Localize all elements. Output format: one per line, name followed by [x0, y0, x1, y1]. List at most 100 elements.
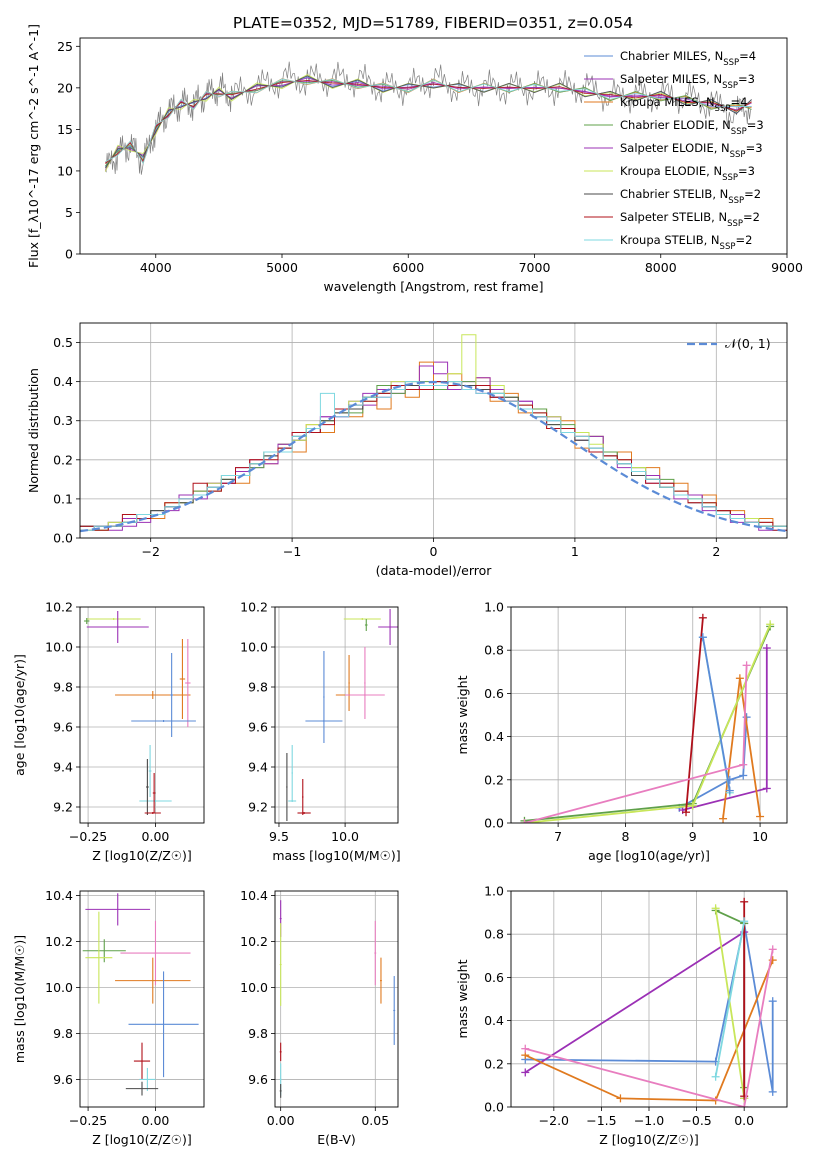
y-tick-label: 10.0 [45, 980, 73, 995]
legend-label: 𝒩(0, 1) [725, 336, 771, 351]
x-axis-label: Z [log10(Z/Z☉)] [599, 1132, 699, 1147]
error-bars [84, 611, 196, 815]
y-tick-label: 10.4 [45, 888, 73, 903]
x-tick-label: 4000 [140, 260, 172, 275]
x-tick-label: 9.5 [269, 829, 289, 844]
x-axis-label: Z [log10(Z/Z☉)] [92, 1132, 192, 1147]
x-tick-label: 8 [621, 829, 629, 844]
y-tick-label: 0.2 [484, 772, 504, 787]
x-tick-label: 1 [571, 544, 579, 559]
error-bars [286, 609, 398, 821]
y-tick-label: 1.0 [484, 600, 504, 615]
x-axis-label: wavelength [Angstrom, rest frame] [323, 279, 543, 294]
axes-frame [510, 606, 788, 824]
x-axis-label: age [log10(age/yr)] [588, 848, 710, 863]
y-tick-label: 9.2 [248, 800, 268, 815]
y-tick-label: 9.2 [53, 800, 73, 815]
legend-nssp: =4 [730, 95, 747, 109]
y-tick-label: 0.8 [484, 643, 504, 658]
x-tick-label: −2 [141, 544, 159, 559]
residual-histogram-plot: −2 −1 0 1 2 0.0 0.1 0.2 0.3 0.4 0.5 (data-model)/er… [26, 322, 788, 578]
weight-line [678, 717, 748, 809]
x-tick-label: 8000 [645, 260, 677, 275]
legend-subscript: SSP [730, 150, 746, 160]
x-tick-label: −0.25 [69, 829, 107, 844]
spectrum-plot: 4000 5000 6000 7000 8000 9000 0 5 10 15 20 25 wavele… [26, 24, 803, 294]
y-tick-label: 0.8 [484, 927, 504, 942]
legend-nssp: =3 [746, 141, 763, 155]
axes-frame [79, 606, 205, 824]
y-tick-label: 10.2 [240, 934, 268, 949]
weight-line [702, 637, 731, 791]
y-axis-label: Flux [f_λ10^-17 erg cm^-2 s^-1 A^-1] [26, 24, 41, 268]
y-tick-label: 10.0 [240, 640, 268, 655]
y-tick-label: 9.4 [248, 760, 268, 775]
y-tick-label: 10.2 [45, 934, 73, 949]
legend-subscript: SSP [722, 81, 738, 91]
weight-vs-age-plot: 7 8 9 10 0.0 0.2 0.4 0.6 0.8 1.0 age [log10(age/yr… [455, 600, 788, 863]
x-tick-label: 10 [752, 829, 768, 844]
y-tick-label: 10.2 [45, 600, 73, 615]
y-tick-label: 0.6 [484, 970, 504, 985]
legend-nssp: =2 [735, 233, 752, 247]
x-tick-label: 0.00 [267, 1113, 295, 1128]
y-tick-label: 0.3 [53, 413, 73, 428]
y-tick-label: 0 [65, 247, 73, 262]
y-tick-label: 10 [57, 163, 73, 178]
normal-curve [80, 380, 787, 533]
age-vs-mass-plot: 9.5 10.0 9.2 9.4 9.6 9.8 10.0 10.2 mass [log10(M… [240, 600, 400, 864]
y-tick-label: 0.2 [484, 1056, 504, 1071]
axes-frame [274, 890, 399, 1108]
weight-lines [521, 897, 777, 1107]
x-tick-label: 0.05 [361, 1113, 389, 1128]
weight-vs-metallicity-plot: −2.0 −1.5 −1.0 −0.5 0.0 0.0 0.2 0.4 0.6 0.8 1.0 Z [… [455, 884, 788, 1147]
y-tick-label: 10.0 [45, 640, 73, 655]
mass-vs-ebv-plot: 0.00 0.05 9.6 9.8 10.0 10.2 10.4 E(B-V) [240, 888, 399, 1147]
axes-frame [79, 37, 788, 255]
legend-subscript: SSP [731, 127, 747, 137]
legend-subscript: SSP [722, 173, 738, 183]
x-tick-label: −1 [283, 544, 301, 559]
weight-line [714, 921, 746, 1077]
legend-nssp: =3 [738, 72, 755, 86]
x-axis-label: E(B-V) [317, 1132, 356, 1147]
legend-subscript: SSP [720, 242, 736, 252]
y-tick-label: 9.8 [248, 680, 268, 695]
y-axis-label: mass weight [455, 675, 470, 754]
histogram-step-line [80, 381, 787, 531]
figure-title: PLATE=0352, MJD=51789, FIBERID=0351, z=0… [233, 14, 633, 32]
y-tick-label: 1.0 [484, 884, 504, 899]
y-tick-label: 9.4 [53, 760, 73, 775]
y-axis-label: Normed distribution [26, 368, 41, 493]
axes-frame [510, 890, 788, 1108]
spectrum-traces [104, 61, 752, 175]
x-tick-label: 9 [689, 829, 697, 844]
y-tick-label: 9.8 [53, 680, 73, 695]
error-bars [279, 900, 396, 1098]
x-axis-label: (data-model)/error [376, 563, 493, 578]
x-tick-label: 0.00 [142, 1113, 170, 1128]
legend-nssp: =4 [739, 49, 756, 63]
y-axis-label: age [log10(age/yr)] [12, 654, 27, 776]
y-tick-label: 9.6 [53, 1072, 73, 1087]
x-tick-label: 0 [430, 544, 438, 559]
x-axis-label: Z [log10(Z/Z☉)] [92, 848, 192, 863]
y-axis-label: mass weight [455, 959, 470, 1038]
y-tick-label: 0.2 [53, 452, 73, 467]
x-tick-label: 7000 [519, 260, 551, 275]
mass-vs-metallicity-plot: −0.25 0.00 9.6 9.8 10.0 10.2 10.4 Z [log10(Z/Z☉… [12, 888, 205, 1147]
axes-frame [79, 890, 205, 1108]
legend-subscript: SSP [715, 104, 731, 114]
x-tick-label: −0.5 [681, 1113, 711, 1128]
x-tick-label: −2.0 [539, 1113, 569, 1128]
y-axis-label: mass [log10(M/M☉)] [12, 935, 27, 1063]
legend-subscript: SSP [727, 219, 743, 229]
weight-lines [520, 613, 775, 823]
legend-nssp: =3 [738, 164, 755, 178]
y-tick-label: 9.6 [53, 720, 73, 735]
y-tick-label: 10.2 [240, 600, 268, 615]
y-tick-label: 9.6 [248, 720, 268, 735]
y-tick-label: 9.8 [248, 1026, 268, 1041]
y-tick-label: 0.6 [484, 686, 504, 701]
